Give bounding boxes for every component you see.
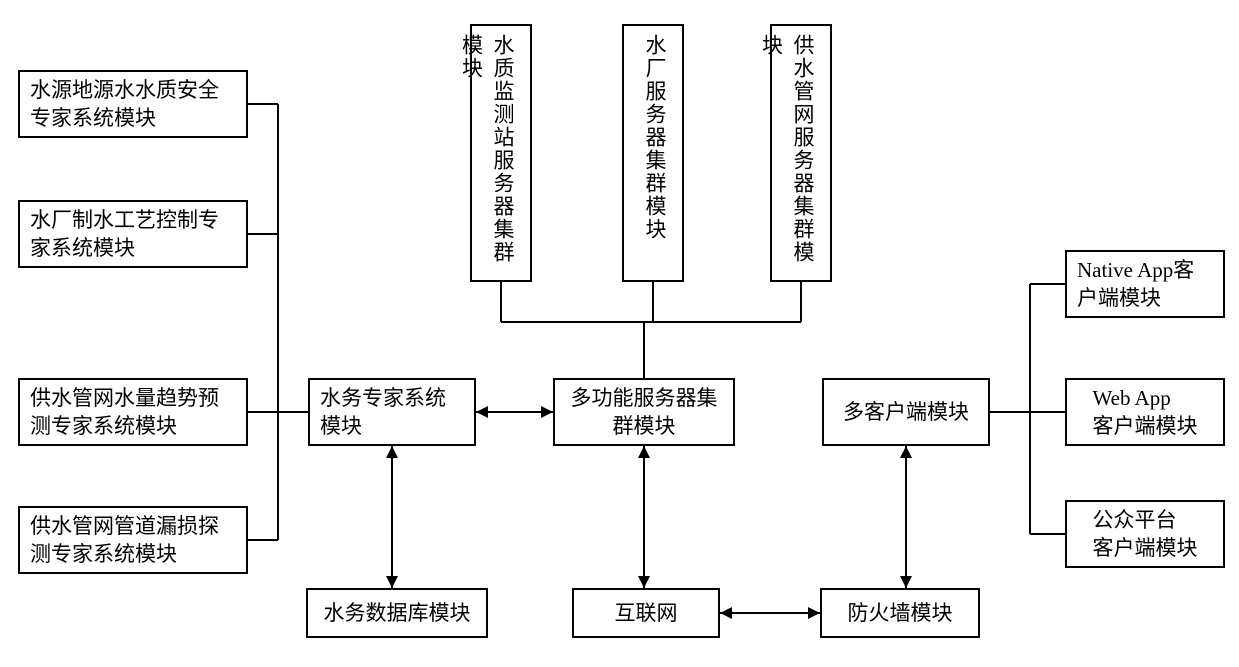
node-right-web: Web App 客户端模块 (1065, 378, 1225, 446)
node-left-leak: 供水管网管道漏损探测专家系统模块 (18, 506, 248, 574)
node-top-plant: 水厂服务器集群模块 (622, 24, 684, 282)
node-top-pipe: 供水管网服务器集群模块 (770, 24, 832, 282)
node-left-trend: 供水管网水量趋势预测专家系统模块 (18, 378, 248, 446)
node-right-native: Native App客户端模块 (1065, 250, 1225, 318)
node-left-source: 水源地源水水质安全专家系统模块 (18, 70, 248, 138)
node-right-public: 公众平台 客户端模块 (1065, 500, 1225, 568)
node-mid-client: 多客户端模块 (822, 378, 990, 446)
node-bot-db: 水务数据库模块 (306, 588, 488, 638)
node-left-plantctrl: 水厂制水工艺控制专家系统模块 (18, 200, 248, 268)
node-top-waterquality: 水质监测站服务器集群模块 (470, 24, 532, 282)
node-bot-net: 互联网 (572, 588, 720, 638)
node-mid-expert: 水务专家系统模块 (308, 378, 476, 446)
node-bot-fw: 防火墙模块 (820, 588, 980, 638)
node-mid-server: 多功能服务器集群模块 (553, 378, 735, 446)
